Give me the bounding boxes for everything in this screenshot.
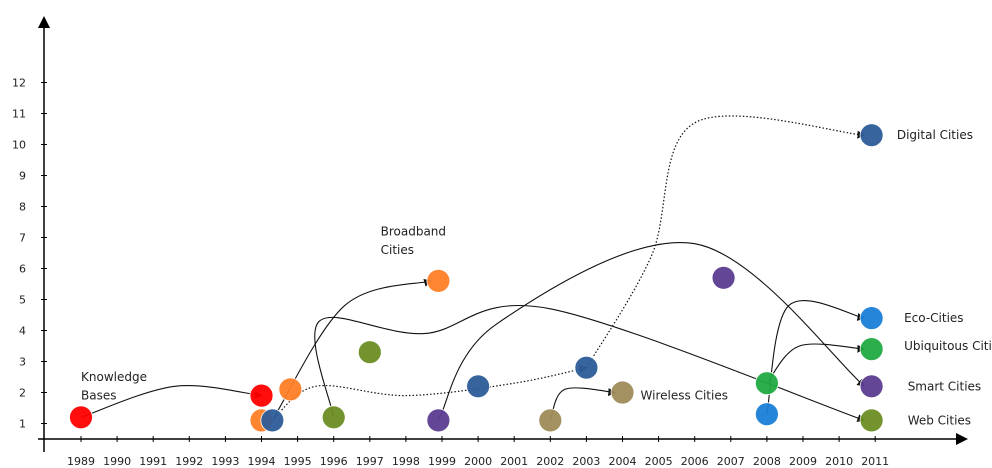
dotted-connector-arrow	[585, 115, 866, 369]
data-point	[426, 408, 451, 433]
axes	[38, 16, 968, 452]
series-label: Bases	[81, 389, 116, 403]
x-tick-label: 2008	[753, 455, 781, 468]
data-point	[859, 123, 884, 148]
data-point	[755, 402, 779, 427]
y-tick-label: 1	[19, 418, 26, 431]
x-tick-label: 2011	[861, 455, 889, 468]
connector-arrow	[80, 385, 263, 418]
x-tick-label: 1990	[103, 455, 131, 468]
connector-arrow	[437, 242, 866, 421]
y-tick-label: 5	[19, 294, 26, 307]
y-tick-label: 3	[19, 356, 26, 369]
y-tick-label: 6	[19, 263, 26, 276]
data-point	[426, 268, 451, 293]
x-tick-label: 2007	[717, 455, 745, 468]
connector-arrow	[314, 304, 866, 422]
y-tick-label: 9	[19, 170, 26, 183]
x-tick-label: 2004	[609, 455, 637, 468]
x-tick-label: 1995	[284, 455, 312, 468]
data-point	[859, 374, 884, 399]
y-tick-label: 12	[12, 77, 26, 90]
data-point	[278, 377, 303, 402]
series-label: Digital Cities	[897, 128, 973, 142]
x-tick-label: 2010	[825, 455, 853, 468]
data-point	[711, 265, 736, 290]
y-tick-label: 11	[12, 108, 26, 121]
series-label: Ubiquitous Cities	[904, 339, 992, 353]
data-point	[466, 374, 491, 399]
x-tick-label: 1998	[392, 455, 420, 468]
connector-arrow	[766, 300, 866, 415]
data-points	[69, 123, 884, 433]
x-tick-label: 2003	[572, 455, 600, 468]
series-label: Smart Cities	[908, 379, 982, 393]
x-tick-label: 2006	[681, 455, 709, 468]
data-point	[69, 405, 93, 430]
connector-curves	[80, 115, 866, 422]
series-labels: Digital Cities Broadband Cities Knowledge Ba…	[81, 128, 992, 427]
data-point	[321, 405, 346, 430]
y-tick-label: 7	[19, 232, 26, 245]
axis-ticks: 1989 1990 1991 1992 1993 1994 1995 1996 1997 1998…	[12, 77, 889, 468]
y-tick-label: 2	[19, 387, 26, 400]
x-tick-label: 2000	[464, 455, 492, 468]
x-tick-label: 1991	[139, 455, 167, 468]
data-point	[859, 306, 884, 331]
series-label: Web Cities	[908, 413, 971, 427]
y-tick-label: 10	[12, 139, 26, 152]
data-point	[357, 340, 382, 365]
data-point	[755, 371, 779, 396]
x-tick-label: 2005	[645, 455, 673, 468]
series-label: Eco-Cities	[904, 311, 963, 325]
x-tick-label: 1997	[356, 455, 384, 468]
connector-arrow	[766, 343, 866, 384]
series-label: Wireless Cities	[641, 389, 728, 403]
x-tick-label: 1999	[428, 455, 456, 468]
data-point	[538, 408, 563, 433]
data-point	[859, 337, 884, 362]
data-point	[610, 380, 635, 405]
x-tick-label: 1996	[320, 455, 348, 468]
x-tick-label: 2009	[789, 455, 817, 468]
series-label: Knowledge	[81, 370, 147, 384]
series-label: Broadband	[381, 224, 446, 238]
y-tick-label: 4	[19, 325, 26, 338]
x-tick-label: 1989	[67, 455, 95, 468]
x-tick-label: 2002	[536, 455, 564, 468]
x-tick-label: 1994	[248, 455, 276, 468]
data-point	[574, 355, 599, 380]
data-point	[260, 408, 285, 433]
y-tick-label: 8	[19, 201, 26, 214]
dotted-connector-arrow	[271, 365, 588, 421]
series-label: Cities	[381, 243, 414, 257]
x-tick-label: 1992	[175, 455, 203, 468]
x-tick-label: 1993	[211, 455, 239, 468]
data-point	[249, 383, 274, 408]
x-tick-label: 2001	[500, 455, 528, 468]
data-point	[859, 408, 884, 433]
